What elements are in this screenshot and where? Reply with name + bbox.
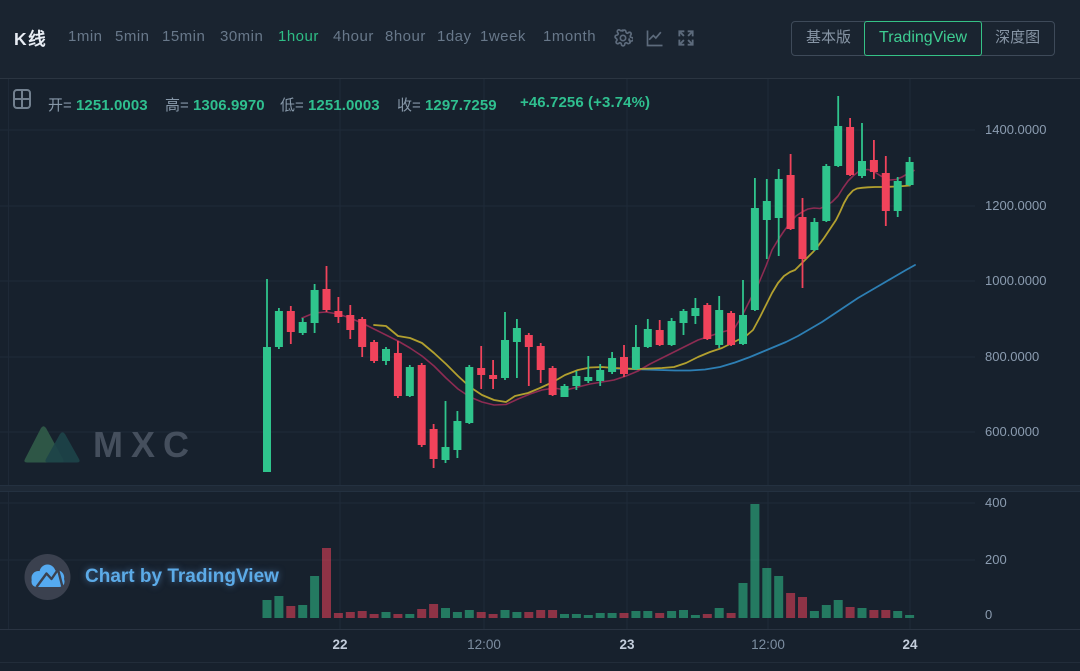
svg-text:MXC: MXC — [93, 424, 197, 465]
svg-text:22: 22 — [332, 637, 347, 652]
svg-text:200: 200 — [985, 552, 1007, 567]
svg-text:400: 400 — [985, 495, 1007, 510]
svg-text:1000.0000: 1000.0000 — [985, 273, 1046, 288]
svg-text:1400.0000: 1400.0000 — [985, 122, 1046, 137]
svg-text:12:00: 12:00 — [751, 637, 785, 652]
svg-text:12:00: 12:00 — [467, 637, 501, 652]
svg-text:1200.0000: 1200.0000 — [985, 198, 1046, 213]
svg-text:600.0000: 600.0000 — [985, 424, 1039, 439]
svg-text:23: 23 — [619, 637, 635, 652]
svg-text:24: 24 — [902, 637, 918, 652]
svg-text:800.0000: 800.0000 — [985, 349, 1039, 364]
svg-text:0: 0 — [985, 607, 992, 622]
